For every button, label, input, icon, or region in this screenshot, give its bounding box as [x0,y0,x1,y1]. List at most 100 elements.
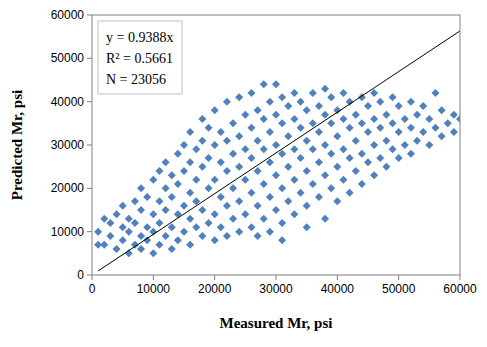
x-tick-label: 30000 [259,282,293,296]
scatter-point [174,236,182,244]
scatter-point [376,98,384,106]
scatter-point [131,197,139,205]
scatter-point [395,128,403,136]
scatter-point [266,228,274,236]
scatter-point [438,106,446,114]
scatter-point [284,132,292,140]
scatter-point [290,89,298,97]
scatter-point [303,167,311,175]
y-tick-label: 30000 [51,138,85,152]
scatter-point [321,111,329,119]
scatter-point [260,115,268,123]
annotation: y = 0.9388x [106,30,173,45]
scatter-point [137,245,145,253]
scatter-point [272,80,280,88]
scatter-point [413,111,421,119]
scatter-point [106,219,114,227]
scatter-point [155,167,163,175]
scatter-point [450,128,458,136]
scatter-point [346,124,354,132]
annotation: R² = 0.5661 [106,51,173,66]
scatter-point [198,137,206,145]
scatter-point [333,197,341,205]
y-tick [87,58,92,59]
scatter-point [321,141,329,149]
scatter-point [94,228,102,236]
scatter-point [382,163,390,171]
scatter-point [395,102,403,110]
scatter-point [376,124,384,132]
y-tick-label: 10000 [51,225,85,239]
scatter-point [401,141,409,149]
scatter-point [315,102,323,110]
scatter-point [382,111,390,119]
scatter-point [346,154,354,162]
scatter-point [333,132,341,140]
scatter-point [192,176,200,184]
y-tick [87,188,92,189]
scatter-point [205,184,213,192]
scatter-point [407,124,415,132]
scatter-point [198,206,206,214]
scatter-point [223,167,231,175]
scatter-point [327,119,335,127]
scatter-point [401,115,409,123]
x-tick-label: 40000 [321,282,355,296]
y-tick [87,231,92,232]
y-axis-title: Predicted Mr, psi [9,90,25,200]
scatter-point [229,150,237,158]
scatter-point [297,98,305,106]
scatter-point [339,89,347,97]
scatter-point [431,124,439,132]
scatter-point [376,154,384,162]
scatter-point [180,228,188,236]
plot-frame [92,15,460,275]
scatter-point [137,206,145,214]
y-tick-label: 0 [77,268,84,282]
x-tick-label: 60000 [443,282,477,296]
scatter-point [358,180,366,188]
y-tick [87,145,92,146]
scatter-point [217,193,225,201]
scatter-point [303,106,311,114]
scatter-point [217,158,225,166]
x-tick [337,275,338,280]
scatter-point [260,215,268,223]
scatter-point [125,215,133,223]
y-tick [87,101,92,102]
scatter-point [229,215,237,223]
scatter-point [272,141,280,149]
scatter-point [346,189,354,197]
scatter-point [290,145,298,153]
x-tick [92,275,93,280]
scatter-point [137,232,145,240]
scatter-point [278,219,286,227]
scatter-point [162,232,170,240]
annotation-box [98,21,182,94]
scatter-point [247,89,255,97]
scatter-point [278,184,286,192]
scatter-point [113,210,121,218]
scatter-point [407,150,415,158]
scatter-point [395,154,403,162]
scatter-point [211,141,219,149]
scatter-point [131,219,139,227]
scatter-point [438,132,446,140]
scatter-point [364,128,372,136]
scatter-point [247,189,255,197]
scatter-point [235,197,243,205]
scatter-point [174,210,182,218]
scatter-point [155,197,163,205]
scatter-point [162,158,170,166]
scatter-point [419,128,427,136]
scatter-point [444,119,452,127]
scatter-point [186,215,194,223]
scatter-point [149,176,157,184]
scatter-point [254,106,262,114]
scatter-point [315,158,323,166]
chart-container: 0100002000030000400005000060000010000200… [0,0,487,347]
scatter-point [125,228,133,236]
scatter-point [272,111,280,119]
x-tick-label: 50000 [382,282,416,296]
scatter-point [407,98,415,106]
